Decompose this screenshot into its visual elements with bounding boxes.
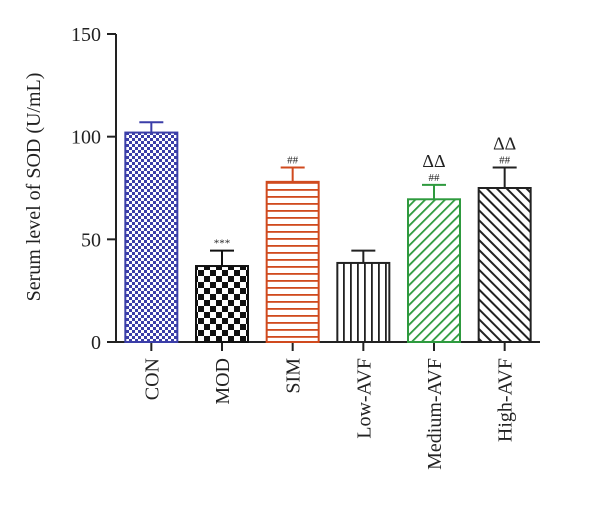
bar-medium-avf [407, 198, 461, 343]
bars-group [124, 121, 532, 344]
x-tick-label: MOD [212, 358, 234, 405]
x-tick-label: SIM [283, 358, 305, 394]
x-tick-label: Medium-AVF [424, 358, 446, 470]
annotations-group: ***####ΔΔ ##ΔΔ [214, 133, 516, 249]
axes: 0 50 100 150 CON MOD SIM Low-AVF Medium-AVF High-… [71, 24, 540, 470]
significance-label: ΔΔ [493, 133, 516, 153]
y-tick-label: 150 [71, 24, 101, 46]
x-tick-label: Low-AVF [353, 358, 375, 439]
x-tick-label: CON [141, 358, 163, 400]
bar-mod [195, 265, 249, 344]
y-tick-label: 50 [81, 229, 101, 251]
significance-label: ΔΔ [422, 151, 445, 171]
bar-high-avf [477, 187, 532, 343]
x-tick-label: High-AVF [495, 358, 517, 442]
bar-low-avf [336, 261, 391, 343]
y-tick-label: 100 [71, 127, 101, 149]
y-axis-title: Serum level of SOD (U/mL) [23, 73, 45, 302]
significance-label: *** [214, 238, 231, 250]
y-tick-label: 0 [91, 332, 101, 354]
bar-sim [265, 180, 320, 343]
significance-label: ## [287, 154, 299, 166]
significance-label: ## [429, 172, 441, 184]
bar-con [124, 131, 179, 343]
significance-label: ## [499, 154, 511, 166]
